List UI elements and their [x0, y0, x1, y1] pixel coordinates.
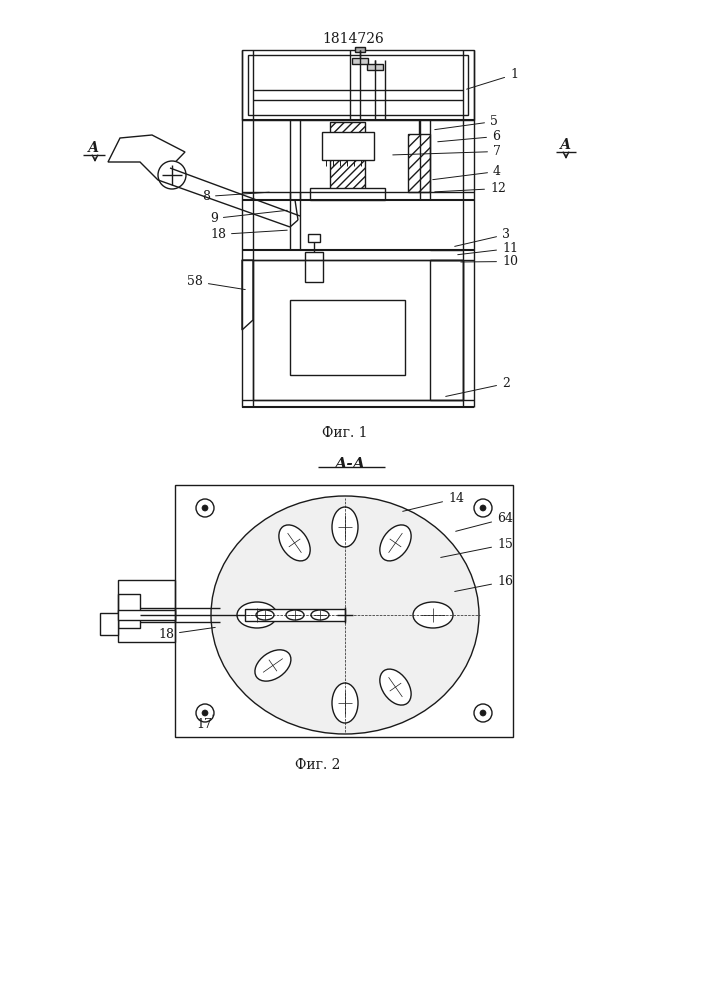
Text: Фиг. 2: Фиг. 2	[296, 758, 341, 772]
Text: А-А: А-А	[334, 457, 366, 471]
Text: 17: 17	[196, 715, 213, 731]
Bar	[118, 594, 140, 628]
Bar	[242, 50, 474, 120]
Text: 10: 10	[461, 255, 518, 268]
Text: Фиг. 1: Фиг. 1	[322, 426, 368, 440]
Text: 1814726: 1814726	[322, 32, 384, 46]
Bar	[245, 609, 345, 621]
Bar	[367, 64, 383, 70]
Bar	[308, 234, 320, 242]
Bar	[408, 134, 430, 192]
Ellipse shape	[286, 610, 304, 620]
Bar	[118, 610, 175, 620]
Circle shape	[480, 710, 486, 716]
Text: 7: 7	[393, 145, 501, 158]
Polygon shape	[108, 135, 185, 180]
Ellipse shape	[256, 610, 274, 620]
Text: 9: 9	[210, 210, 287, 225]
Ellipse shape	[380, 669, 411, 705]
Text: 14: 14	[403, 492, 464, 511]
Polygon shape	[242, 260, 253, 330]
Bar	[355, 47, 365, 52]
Circle shape	[202, 505, 208, 511]
Text: 6: 6	[438, 130, 500, 143]
Text: 64: 64	[456, 512, 513, 531]
Ellipse shape	[237, 602, 277, 628]
Bar	[118, 580, 175, 642]
Circle shape	[202, 710, 208, 716]
Bar	[290, 300, 405, 375]
Bar	[305, 252, 323, 282]
Bar	[310, 188, 385, 200]
Text: 16: 16	[455, 575, 513, 591]
Bar	[100, 613, 118, 635]
Text: 2: 2	[445, 377, 510, 396]
Bar	[408, 134, 430, 192]
Text: А: А	[559, 138, 571, 152]
Bar	[330, 122, 365, 190]
Bar	[352, 58, 368, 64]
Text: 12: 12	[435, 182, 506, 195]
Text: 18: 18	[158, 627, 215, 641]
Circle shape	[480, 505, 486, 511]
Ellipse shape	[255, 650, 291, 681]
Bar	[430, 260, 463, 400]
Bar	[322, 132, 374, 160]
Text: 5: 5	[435, 115, 498, 130]
Ellipse shape	[279, 525, 310, 561]
Text: 8: 8	[202, 190, 269, 203]
Ellipse shape	[311, 610, 329, 620]
Text: 58: 58	[187, 275, 245, 290]
Circle shape	[158, 161, 186, 189]
Text: 11: 11	[457, 242, 518, 255]
Text: А: А	[88, 141, 98, 155]
Bar	[330, 122, 365, 190]
Bar	[253, 260, 463, 400]
Text: 1: 1	[467, 68, 518, 89]
Ellipse shape	[332, 683, 358, 723]
Ellipse shape	[211, 496, 479, 734]
Ellipse shape	[332, 507, 358, 547]
Bar	[248, 55, 468, 115]
Bar	[175, 485, 513, 737]
Text: 3: 3	[455, 228, 510, 246]
Text: 15: 15	[440, 538, 513, 557]
Text: 18: 18	[210, 228, 287, 241]
Ellipse shape	[380, 525, 411, 561]
Text: 4: 4	[433, 165, 501, 180]
Ellipse shape	[413, 602, 453, 628]
